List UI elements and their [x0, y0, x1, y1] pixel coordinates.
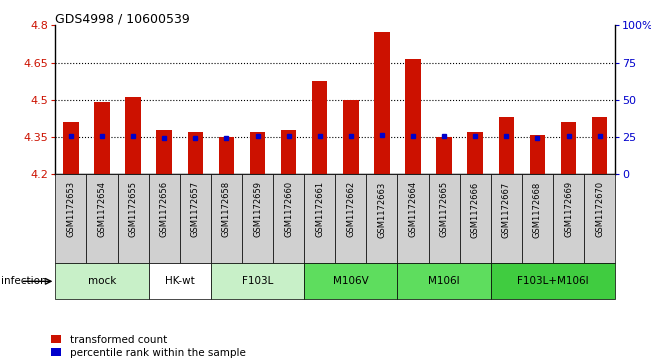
- Bar: [592, 117, 607, 174]
- Bar: [273, 174, 304, 263]
- Text: GSM1172662: GSM1172662: [346, 182, 355, 237]
- Bar: [530, 135, 545, 174]
- Bar: [561, 122, 576, 174]
- Text: M106I: M106I: [428, 276, 460, 286]
- Text: GSM1172654: GSM1172654: [98, 182, 107, 237]
- Text: GSM1172669: GSM1172669: [564, 182, 573, 237]
- Bar: [187, 132, 203, 174]
- Bar: [55, 174, 87, 263]
- Text: HK-wt: HK-wt: [165, 276, 195, 286]
- Text: GSM1172665: GSM1172665: [439, 182, 449, 237]
- Text: GSM1172655: GSM1172655: [129, 182, 137, 237]
- Bar: [304, 174, 335, 263]
- Bar: [148, 263, 211, 299]
- Text: F103L: F103L: [242, 276, 273, 286]
- Bar: [553, 174, 584, 263]
- Bar: [398, 263, 491, 299]
- Text: GSM1172657: GSM1172657: [191, 182, 200, 237]
- Bar: [180, 174, 211, 263]
- Bar: [398, 174, 428, 263]
- Text: GSM1172668: GSM1172668: [533, 182, 542, 238]
- Text: GSM1172666: GSM1172666: [471, 182, 480, 238]
- Bar: [312, 81, 327, 174]
- Text: GSM1172656: GSM1172656: [159, 182, 169, 237]
- Text: GSM1172658: GSM1172658: [222, 182, 231, 237]
- Bar: [63, 122, 79, 174]
- Text: GSM1172663: GSM1172663: [378, 182, 387, 238]
- Bar: [156, 130, 172, 174]
- Bar: [94, 102, 110, 174]
- Legend: transformed count, percentile rank within the sample: transformed count, percentile rank withi…: [51, 335, 245, 358]
- Bar: [211, 263, 304, 299]
- Bar: [125, 97, 141, 174]
- Bar: [499, 117, 514, 174]
- Bar: [491, 263, 615, 299]
- Text: GSM1172664: GSM1172664: [409, 182, 417, 237]
- Text: GSM1172653: GSM1172653: [66, 182, 76, 237]
- Bar: [304, 263, 398, 299]
- Bar: [242, 174, 273, 263]
- Text: M106V: M106V: [333, 276, 368, 286]
- Text: GSM1172659: GSM1172659: [253, 182, 262, 237]
- Bar: [87, 174, 118, 263]
- Text: GSM1172667: GSM1172667: [502, 182, 511, 238]
- Bar: [460, 174, 491, 263]
- Bar: [55, 263, 148, 299]
- Bar: [491, 174, 522, 263]
- Text: GDS4998 / 10600539: GDS4998 / 10600539: [55, 13, 190, 26]
- Bar: [148, 174, 180, 263]
- Bar: [367, 174, 398, 263]
- Bar: [335, 174, 367, 263]
- Bar: [219, 137, 234, 174]
- Bar: [522, 174, 553, 263]
- Text: mock: mock: [88, 276, 116, 286]
- Bar: [436, 137, 452, 174]
- Bar: [428, 174, 460, 263]
- Bar: [467, 132, 483, 174]
- Bar: [405, 59, 421, 174]
- Text: GSM1172670: GSM1172670: [595, 182, 604, 237]
- Text: F103L+M106I: F103L+M106I: [517, 276, 589, 286]
- Bar: [250, 132, 265, 174]
- Text: GSM1172660: GSM1172660: [284, 182, 293, 237]
- Bar: [281, 130, 296, 174]
- Bar: [584, 174, 615, 263]
- Bar: [211, 174, 242, 263]
- Bar: [374, 32, 390, 174]
- Bar: [118, 174, 148, 263]
- Text: GSM1172661: GSM1172661: [315, 182, 324, 237]
- Bar: [343, 100, 359, 174]
- Text: infection: infection: [1, 276, 47, 286]
